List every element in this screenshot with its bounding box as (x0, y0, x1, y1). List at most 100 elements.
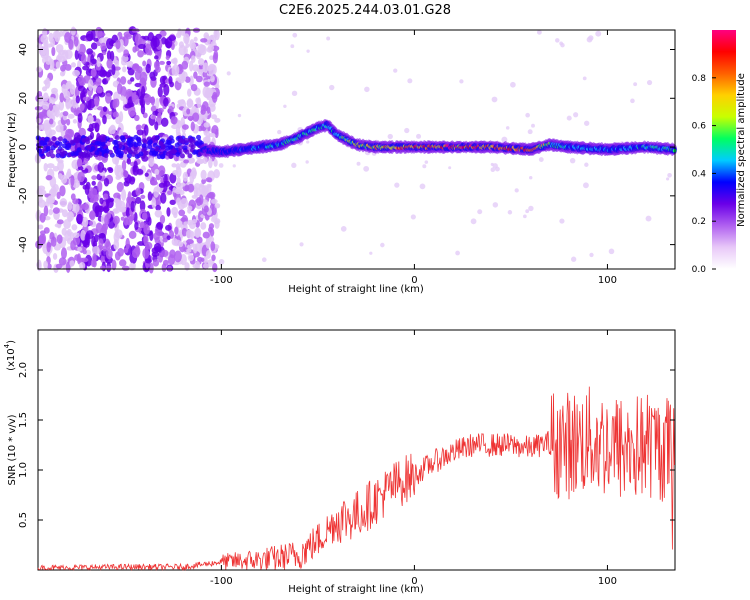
spectrogram-noise-cell (193, 71, 197, 78)
spectrogram-ridge-cell (166, 151, 171, 156)
spectrogram-ridge-cell (160, 154, 165, 159)
spectrogram-noise-cell (108, 126, 115, 134)
colorbar-tick-label: 0.8 (692, 74, 707, 84)
colorbar-label: Normalized spectral amplitude (736, 73, 747, 227)
spectrogram-ridge-cell (94, 150, 99, 155)
spectrogram-ridge-cell (46, 152, 51, 157)
figure: C2E6.2025.244.03.01.G28 -100 0 100 -40-200… (0, 0, 750, 600)
spectrogram-noise-cell (167, 190, 172, 195)
spectrogram-noise-cell (131, 201, 135, 212)
spectrogram-ridge-cell (133, 142, 138, 147)
spectrogram-noise-cell (214, 220, 219, 229)
spectrogram-noise-cell (88, 79, 94, 91)
spectrogram-noise-cell (152, 252, 159, 257)
snr-y-unit: (x104) (3, 340, 17, 371)
spectrogram-noise-cell (130, 111, 136, 115)
spectrogram-noise-cell (174, 227, 178, 235)
spectrogram-noise-cell (206, 131, 210, 140)
spectrogram-noise-cell (219, 259, 225, 265)
spectrogram-noise-cell (196, 159, 204, 163)
spectrogram-noise-cell (57, 219, 64, 224)
spectrogram-noise-cell (589, 253, 593, 257)
spectrogram-noise-cell (51, 88, 58, 94)
spectrogram-noise-cell (168, 76, 172, 84)
colorbar-tick-label: 0.0 (692, 265, 707, 275)
spectrogram-noise-cell (584, 163, 588, 167)
spectrogram-noise-cell (49, 97, 56, 104)
spectrogram-noise-cell (64, 32, 71, 43)
spectrogram-noise-cell (140, 222, 146, 229)
spectrogram-noise-cell (208, 263, 212, 267)
spectrogram-noise-cell (205, 177, 212, 182)
spectrogram-noise-cell (119, 259, 127, 266)
spectrogram-noise-cell (195, 98, 200, 104)
spectrogram-noise-cell (204, 81, 210, 86)
spectrogram-noise-cell (59, 92, 64, 102)
spectrogram-noise-cell (91, 68, 97, 77)
spectrogram-ridge-cell (154, 146, 159, 151)
spectrogram-noise-cell (215, 203, 221, 208)
spectrogram-noise-cell (567, 116, 572, 121)
colorbar-tick-label: 0.4 (692, 169, 707, 179)
spectrogram-noise-cell (86, 230, 94, 239)
spectrogram-noise-cell (72, 198, 78, 204)
spectrogram-noise-cell (172, 66, 176, 76)
spectrogram-noise-cell (102, 70, 108, 76)
spectrogram-noise-cell (393, 69, 397, 73)
spectrogram-noise-cell (539, 157, 544, 162)
spectrogram-noise-cell (394, 182, 399, 187)
spectrogram-noise-cell (113, 216, 120, 225)
spectrogram-ridge-cell (152, 152, 157, 157)
spectrogram-noise-cell (178, 209, 185, 216)
spectrogram-noise-cell (96, 222, 103, 233)
spectrogram-noise-cell (609, 249, 615, 255)
spectrogram-y-label: Frequency (Hz) (7, 112, 18, 188)
spectrogram-ridge-cell (184, 150, 189, 155)
spectrogram-noise-cell (64, 90, 71, 99)
spectrogram-noise-cell (137, 50, 144, 57)
spectrogram-noise-cell (142, 248, 149, 259)
spectrogram-noise-cell (193, 244, 197, 254)
spectrogram-noise-cell (102, 245, 107, 251)
spectrogram-ridge-cell (165, 139, 170, 144)
spectrogram-noise-cell (177, 177, 181, 186)
spectrogram-noise-cell (108, 168, 113, 173)
spectrogram-noise-cell (187, 205, 192, 210)
spectrogram-noise-cell (211, 217, 216, 222)
spectrogram-noise-cell (38, 96, 45, 106)
spectrogram-noise-cell (188, 254, 194, 261)
spectrogram-noise-cell (154, 55, 159, 59)
spectrogram-noise-cell (153, 259, 159, 266)
spectrogram-noise-cell (122, 66, 126, 72)
spectrogram-noise-cell (583, 77, 587, 81)
spectrogram-noise-cell (45, 55, 52, 65)
spectrogram-noise-cell (129, 176, 135, 184)
spectrogram-noise-cell (77, 77, 83, 83)
spectrogram-noise-cell (192, 219, 197, 223)
spectrogram-noise-cell (142, 212, 148, 220)
spectrogram-noise-cell (129, 231, 137, 239)
spectrogram-noise-cell (104, 215, 110, 226)
spectrogram-ridge-cell (158, 141, 163, 146)
spectrogram-noise-cell (92, 253, 96, 263)
spectrogram-noise-cell (74, 254, 80, 261)
spectrogram-noise-cell (171, 207, 178, 216)
spectrogram-noise-cell (36, 118, 42, 123)
spectrogram-noise-cell (104, 178, 109, 187)
colorbar-tick-label: 0.6 (692, 122, 707, 132)
spectrogram-noise-cell (46, 175, 53, 180)
colorbar-tick-label: 0.2 (692, 217, 706, 227)
spectrogram-noise-cell (186, 248, 191, 252)
spectrogram-noise-cell (180, 217, 186, 222)
spectrogram-ridge-cell (44, 137, 49, 142)
spectrogram-ridge-cell (118, 153, 123, 158)
spectrogram-noise-cell (161, 118, 169, 127)
spectrogram-ridge-cell (142, 143, 147, 148)
spectrogram-noise-cell (165, 225, 172, 231)
spectrogram-y-tick-label: 0 (18, 144, 29, 150)
spectrogram-noise-cell (86, 182, 91, 190)
spectrogram-noise-cell (172, 238, 178, 246)
spectrogram-noise-cell (117, 83, 123, 94)
spectrogram-noise-cell (191, 121, 195, 131)
spectrogram-noise-cell (364, 87, 369, 92)
